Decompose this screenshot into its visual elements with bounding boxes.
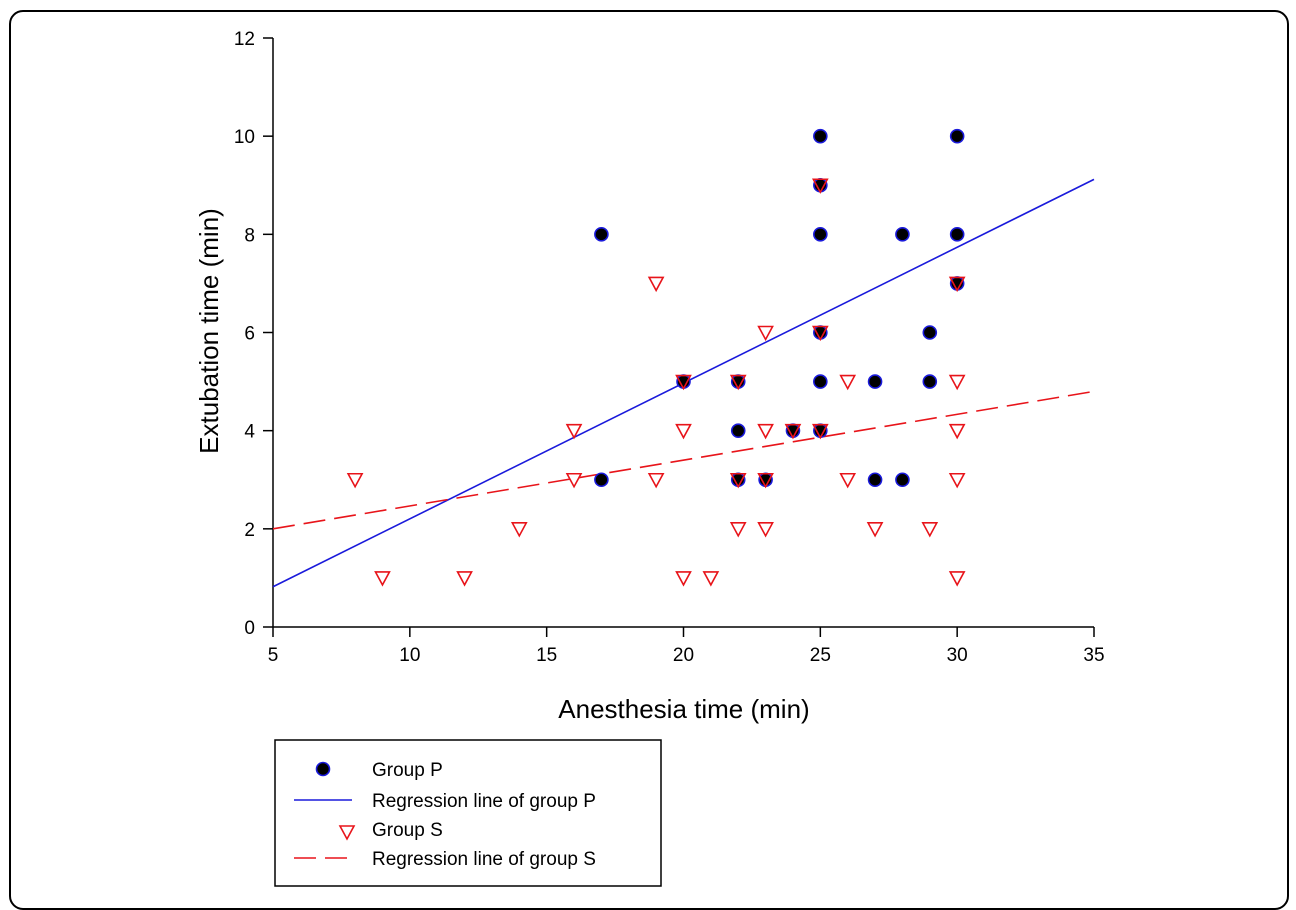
x-tick-label: 35 (1083, 645, 1104, 666)
group-s-point (811, 423, 829, 440)
group-s-point (346, 472, 364, 489)
group-p-point (594, 472, 609, 488)
group-p-point (895, 472, 910, 488)
group-p-point (867, 374, 883, 389)
regression-line-group-s (272, 390, 1095, 530)
group-s-point (948, 423, 966, 440)
group-p-point (922, 374, 938, 389)
group-s-point (675, 374, 692, 391)
x-tick-label: 15 (536, 645, 557, 666)
group-s-point (784, 423, 802, 440)
group-s-point (702, 571, 720, 587)
group-s-point (456, 571, 473, 587)
legend-item: Regression line of group S (294, 849, 596, 870)
group-s-point (757, 522, 774, 538)
legend-item: Group S (338, 820, 443, 841)
group-s-point (757, 472, 774, 489)
legend-label: Group P (372, 760, 443, 781)
group-s-point (811, 325, 829, 342)
group-s-point (565, 472, 583, 489)
group-s-point (757, 423, 774, 440)
group-s-point (839, 472, 857, 489)
group-s-point (811, 178, 829, 194)
group-s-point (729, 472, 747, 489)
x-axis-ticks: 5 10 15 20 25 30 35 (268, 627, 1105, 666)
x-tick-label: 5 (268, 645, 279, 666)
y-tick-label: 2 (244, 520, 255, 541)
group-p-point (813, 128, 828, 144)
legend-label: Group S (372, 820, 443, 841)
group-p-point (813, 374, 828, 389)
group-p-point (867, 472, 883, 488)
legend-item: Group P (315, 760, 443, 781)
scatter-chart: 5 10 15 20 25 30 35 0 2 4 6 8 10 12 Anesthesia time … (194, 29, 1105, 887)
x-tick-label: 20 (673, 645, 694, 666)
group-p-point (922, 325, 938, 340)
group-p-point (949, 128, 965, 144)
group-s-point (839, 374, 857, 391)
group-p-point (813, 227, 828, 242)
group-p-point (730, 423, 746, 438)
group-s-point (948, 276, 966, 293)
group-s-point (921, 522, 939, 538)
y-axis-title: Extubation time (min) (194, 208, 224, 454)
group-s-point (647, 276, 665, 293)
group-s-point (757, 325, 774, 342)
group-p-point (594, 227, 609, 242)
legend-box (274, 739, 662, 887)
axes: 5 10 15 20 25 30 35 0 2 4 6 8 10 12 (234, 29, 1105, 666)
x-axis-title: Anesthesia time (min) (558, 694, 809, 724)
legend: Group P Regression line of group P Group S… (274, 739, 662, 887)
data-points (346, 128, 966, 587)
group-s-point (866, 522, 884, 538)
legend-label: Regression line of group S (372, 849, 596, 870)
y-axis-ticks: 0 2 4 6 8 10 12 (234, 29, 273, 639)
group-s-point (675, 571, 692, 587)
group-s-point (510, 522, 528, 538)
group-s-point (374, 571, 391, 587)
x-tick-label: 30 (947, 645, 968, 666)
legend-label: Regression line of group P (372, 791, 596, 812)
legend-circle-icon (315, 761, 331, 777)
legend-triangle-icon (338, 825, 356, 841)
group-s-point (729, 522, 747, 538)
group-s-point (675, 423, 692, 440)
group-s-point (565, 423, 583, 440)
group-s-point (729, 374, 747, 391)
group-p-point (949, 227, 965, 242)
y-tick-label: 12 (234, 29, 255, 50)
group-s-point (948, 374, 966, 391)
group-s-point (948, 472, 966, 489)
y-tick-label: 10 (234, 127, 255, 148)
y-tick-label: 4 (244, 422, 255, 443)
legend-items: Group P Regression line of group P Group S… (294, 760, 596, 870)
group-s-point (948, 571, 966, 587)
x-tick-label: 25 (810, 645, 831, 666)
group-s-point (647, 472, 665, 489)
y-tick-label: 8 (244, 225, 255, 246)
y-tick-label: 0 (244, 618, 255, 639)
legend-item: Regression line of group P (294, 791, 596, 812)
group-p-point (895, 227, 910, 242)
y-tick-label: 6 (244, 324, 255, 345)
x-tick-label: 10 (399, 645, 420, 666)
